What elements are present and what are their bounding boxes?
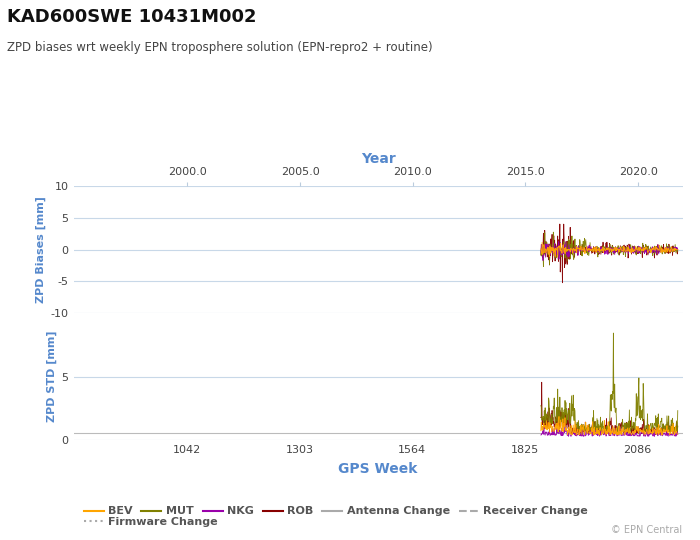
Y-axis label: ZPD STD [mm]: ZPD STD [mm] (47, 331, 57, 422)
Legend: BEV, MUT, NKG, ROB, Antenna Change, Receiver Change: BEV, MUT, NKG, ROB, Antenna Change, Rece… (79, 502, 592, 521)
X-axis label: Year: Year (360, 152, 395, 166)
Legend: Firmware Change: Firmware Change (79, 513, 222, 532)
Text: © EPN Central: © EPN Central (611, 524, 682, 535)
Text: ZPD biases wrt weekly EPN troposphere solution (EPN-repro2 + routine): ZPD biases wrt weekly EPN troposphere so… (7, 40, 433, 53)
X-axis label: GPS Week: GPS Week (338, 462, 418, 476)
Y-axis label: ZPD Biases [mm]: ZPD Biases [mm] (36, 197, 46, 303)
Text: KAD600SWE 10431M002: KAD600SWE 10431M002 (7, 8, 256, 26)
